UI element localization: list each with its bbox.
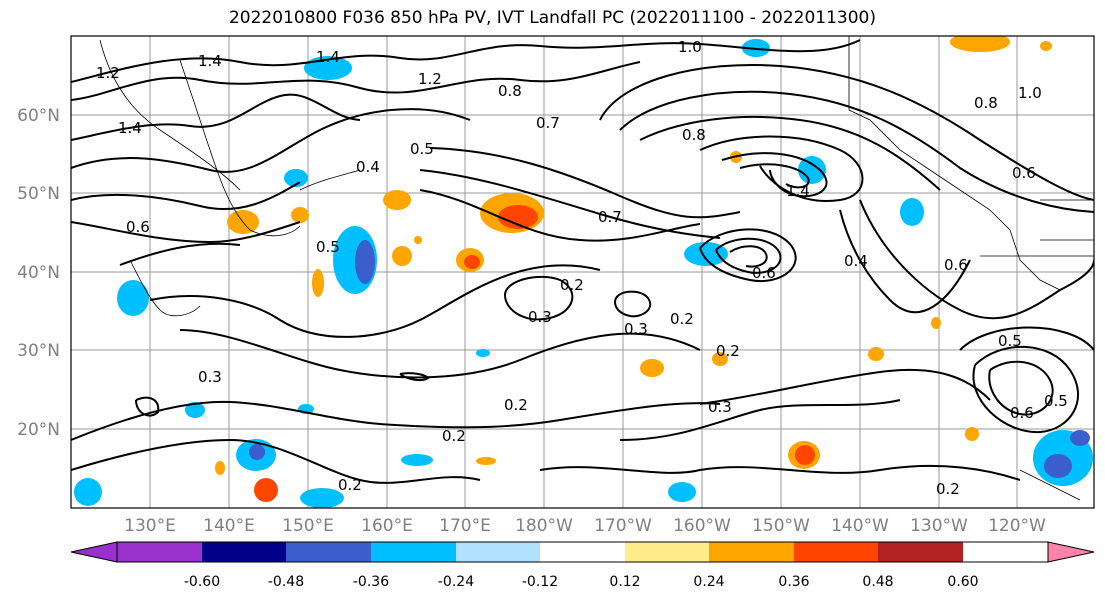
contour-label: 0.2 <box>442 427 466 445</box>
contour-label: 0.5 <box>1044 392 1068 410</box>
map-area: 1.4 1.2 1.4 1.2 0.8 0.7 1.0 0.8 1.0 1.4 … <box>71 36 1094 508</box>
colorbar-swatch <box>371 542 456 562</box>
coastlines <box>99 36 1094 501</box>
contour-label: 0.7 <box>598 208 622 226</box>
pv-shading <box>74 36 1093 508</box>
contour-label: 0.8 <box>682 126 706 144</box>
pv-contours <box>71 39 1094 484</box>
colorbar-extend-max <box>1047 541 1095 563</box>
contour-label: 1.0 <box>1018 84 1042 102</box>
colorbar-label: -0.60 <box>184 574 220 590</box>
colorbar-label: 0.12 <box>609 574 640 590</box>
lon-label: 150°W <box>752 516 810 536</box>
colorbar-swatch <box>625 542 709 562</box>
graticule <box>71 36 1094 508</box>
colorbar-swatch <box>540 542 625 562</box>
colorbar-swatch <box>878 542 963 562</box>
colorbar-label: 0.60 <box>947 574 978 590</box>
lat-label: 20°N <box>17 420 60 440</box>
colorbar-swatch <box>794 542 878 562</box>
contour-label: 0.5 <box>410 140 434 158</box>
contour-label: 1.4 <box>118 119 142 137</box>
colorbar-swatch <box>202 542 286 562</box>
contour-label: 0.4 <box>844 252 868 270</box>
lon-label: 170°W <box>594 516 652 536</box>
contour-label: 0.5 <box>998 332 1022 350</box>
colorbar-labels: -0.60 -0.48 -0.36 -0.24 -0.12 0.12 0.24 … <box>184 574 979 590</box>
contour-label: 0.3 <box>198 368 222 386</box>
contour-label: 0.5 <box>316 238 340 256</box>
contour-label: 1.4 <box>316 48 340 66</box>
contour-label: 1.4 <box>198 52 222 70</box>
contour-label: 1.2 <box>418 70 442 88</box>
contour-label: 0.2 <box>936 480 960 498</box>
contour-label: 1.4 <box>786 182 810 200</box>
lat-label: 60°N <box>17 106 60 126</box>
lon-label: 160°W <box>673 516 731 536</box>
contour-label: 0.2 <box>670 310 694 328</box>
lon-label: 160°E <box>361 516 413 536</box>
colorbar-label: -0.12 <box>522 574 558 590</box>
contour-label: 0.8 <box>498 82 522 100</box>
lon-label: 180°W <box>515 516 573 536</box>
colorbar-swatch <box>286 542 371 562</box>
colorbar-label: 0.36 <box>778 574 809 590</box>
contour-label: 0.8 <box>974 94 998 112</box>
lon-label: 150°E <box>282 516 334 536</box>
contour-label: 1.0 <box>678 38 702 56</box>
contour-label: 0.3 <box>624 320 648 338</box>
colorbar-extend-min <box>70 541 118 563</box>
lon-label: 120°W <box>988 516 1046 536</box>
colorbar <box>70 541 1095 563</box>
contour-label: 0.2 <box>504 396 528 414</box>
lat-label: 30°N <box>17 341 60 361</box>
colorbar-label: -0.36 <box>353 574 389 590</box>
contour-label: 0.2 <box>560 276 584 294</box>
contour-label: 0.2 <box>338 476 362 494</box>
colorbar-frame <box>116 541 1049 563</box>
contour-label: 0.6 <box>944 256 968 274</box>
longitude-labels: 130°E 140°E 150°E 160°E 170°E 180°W 170°… <box>124 516 1046 536</box>
latitude-labels: 60°N 50°N 40°N 30°N 20°N <box>17 106 60 440</box>
map-title: 2022010800 F036 850 hPa PV, IVT Landfall… <box>228 8 876 28</box>
contour-label: 0.3 <box>528 308 552 326</box>
contour-label: 0.6 <box>1010 404 1034 422</box>
contour-label: 0.3 <box>708 398 732 416</box>
lat-label: 50°N <box>17 184 60 204</box>
contour-label: 0.2 <box>716 342 740 360</box>
contour-label: 0.6 <box>752 264 776 282</box>
contour-label: 0.6 <box>126 218 150 236</box>
contour-labels: 1.4 1.2 1.4 1.2 0.8 0.7 1.0 0.8 1.0 1.4 … <box>96 38 1068 498</box>
colorbar-swatch <box>456 542 540 562</box>
contour-label: 0.6 <box>1012 164 1036 182</box>
lon-label: 170°E <box>439 516 491 536</box>
lon-label: 130°E <box>124 516 176 536</box>
lon-label: 130°W <box>910 516 968 536</box>
lon-label: 140°E <box>203 516 255 536</box>
colorbar-label: 0.24 <box>693 574 724 590</box>
colorbar-swatch <box>709 542 794 562</box>
colorbar-label: -0.24 <box>438 574 474 590</box>
colorbar-swatch <box>117 542 202 562</box>
map-frame <box>70 35 1095 509</box>
colorbar-label: -0.48 <box>268 574 304 590</box>
colorbar-label: 0.48 <box>862 574 893 590</box>
lat-label: 40°N <box>17 263 60 283</box>
contour-label: 1.2 <box>96 64 120 82</box>
lon-label: 140°W <box>831 516 889 536</box>
contour-label: 0.7 <box>536 114 560 132</box>
contour-label: 0.4 <box>356 158 380 176</box>
